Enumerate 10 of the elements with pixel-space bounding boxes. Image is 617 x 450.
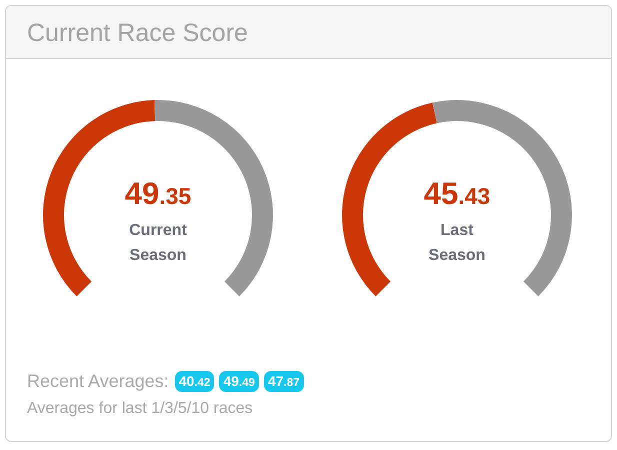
text: Averages for last 1/3/5/10 races [27,400,254,418]
text: Last Season [428,221,486,266]
text: Recent Averages: [27,370,169,392]
data-label: 47.87 [268,372,300,388]
data-label: 40.42 [178,372,210,388]
text: 49.35 [124,176,192,211]
text: 45.43 [424,176,490,211]
text: Current Season [129,221,187,266]
chart-title: Current Race Score [27,18,248,48]
data-label: 49.49 [223,372,255,388]
